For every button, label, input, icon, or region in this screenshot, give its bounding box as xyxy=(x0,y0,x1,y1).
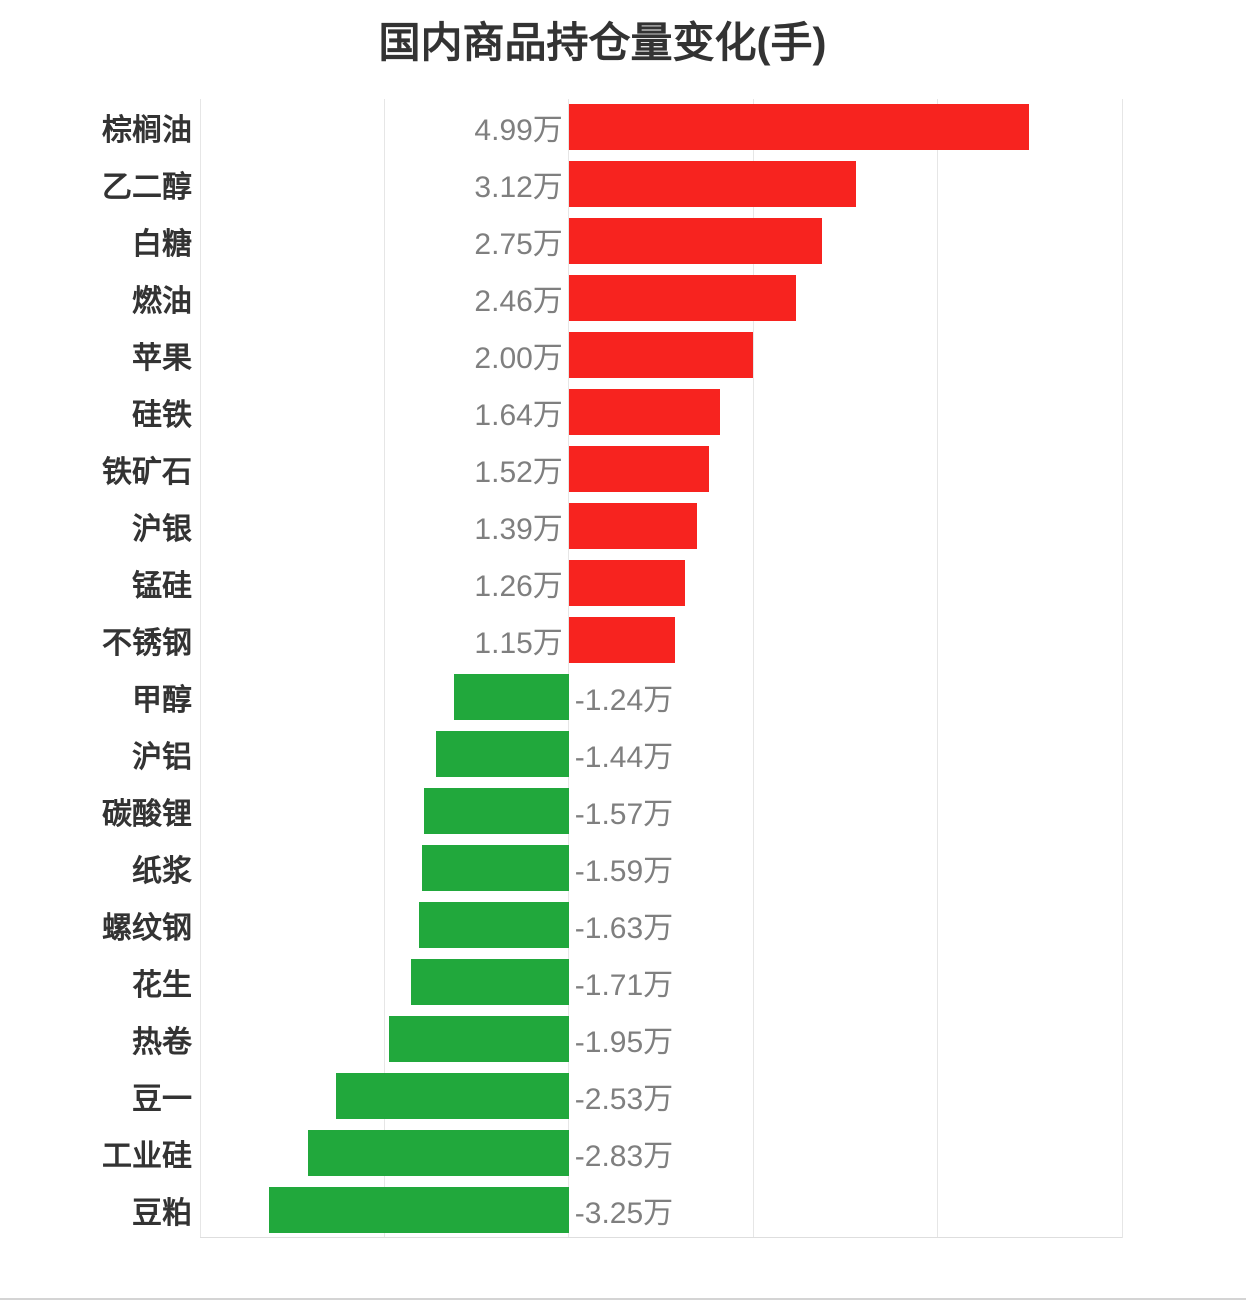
value-label: 2.46万 xyxy=(474,285,563,319)
chart-row: 花生 -1.71万 xyxy=(132,953,1122,1010)
category-label: 沪铝 xyxy=(132,740,192,774)
bar-negative xyxy=(422,844,569,891)
chart-row: 不锈钢 1.15万 xyxy=(102,612,1122,669)
bar-positive xyxy=(568,617,675,664)
category-label: 硅铁 xyxy=(132,399,192,433)
x-axis-line xyxy=(200,1237,1122,1238)
value-label: -2.53万 xyxy=(574,1082,674,1116)
chart-row: 碳酸锂 -1.57万 xyxy=(102,782,1122,839)
chart-title: 国内商品持仓量变化(手) xyxy=(378,19,827,66)
value-label: -1.44万 xyxy=(574,740,674,774)
bar-negative xyxy=(389,1015,569,1062)
bar-negative xyxy=(454,673,569,720)
value-label: -1.95万 xyxy=(574,1025,674,1059)
x-gridline xyxy=(752,99,754,1238)
value-label: 1.64万 xyxy=(474,399,563,433)
chart-row: 锰硅 1.26万 xyxy=(132,555,1122,612)
chart-row: 硅铁 1.64万 xyxy=(132,384,1122,441)
bottom-divider xyxy=(0,1298,1246,1300)
category-label: 不锈钢 xyxy=(102,627,192,661)
x-gridline xyxy=(383,99,385,1238)
chart-row: 铁矿石 1.52万 xyxy=(102,441,1122,498)
chart-row: 纸浆 -1.59万 xyxy=(132,839,1122,896)
value-label: -1.71万 xyxy=(574,968,674,1002)
value-label: -2.83万 xyxy=(574,1139,674,1173)
chart-row: 苹果 2.00万 xyxy=(132,327,1122,384)
x-gridline xyxy=(1121,99,1123,1238)
chart-row: 沪铝 -1.44万 xyxy=(132,725,1122,782)
x-gridline xyxy=(199,99,201,1238)
value-label: 2.00万 xyxy=(474,342,563,376)
value-label: -1.59万 xyxy=(574,854,674,888)
x-gridline xyxy=(937,99,939,1238)
chart-row: 豆粕 -3.25万 xyxy=(132,1181,1122,1238)
bar-negative xyxy=(418,901,569,948)
bar-negative xyxy=(424,787,569,834)
category-label: 碳酸锂 xyxy=(102,797,192,831)
chart-row: 白糖 2.75万 xyxy=(132,213,1122,270)
value-label: 1.52万 xyxy=(474,456,563,490)
category-label: 纸浆 xyxy=(132,854,192,888)
chart-row: 甲醇 -1.24万 xyxy=(132,669,1122,726)
category-label: 沪银 xyxy=(132,513,192,547)
category-label: 铁矿石 xyxy=(102,456,192,490)
value-label: -1.24万 xyxy=(574,683,674,717)
value-label: 2.75万 xyxy=(474,228,563,262)
bar-negative xyxy=(335,1072,569,1119)
x-gridline xyxy=(568,99,570,1238)
value-label: -3.25万 xyxy=(574,1196,674,1230)
bar-negative xyxy=(411,958,569,1005)
chart-row: 螺纹钢 -1.63万 xyxy=(102,896,1122,953)
category-label: 热卷 xyxy=(132,1025,192,1059)
category-label: 白糖 xyxy=(132,228,192,262)
chart-row: 豆一 -2.53万 xyxy=(132,1067,1122,1124)
plot-area: 棕榈油 4.99万乙二醇 3.12万白糖 2.75万燃油 2.46万苹果 2.00万硅铁 1… xyxy=(102,99,1123,1238)
value-label: 1.26万 xyxy=(474,570,563,604)
category-label: 乙二醇 xyxy=(102,171,192,205)
bar-positive xyxy=(568,503,697,550)
value-label: -1.57万 xyxy=(574,797,674,831)
value-label: 3.12万 xyxy=(474,171,563,205)
bar-positive xyxy=(568,389,720,436)
bar-positive xyxy=(568,218,823,265)
category-label: 豆粕 xyxy=(132,1196,192,1230)
category-label: 锰硅 xyxy=(132,570,192,604)
bar-positive xyxy=(568,332,754,379)
chart-row: 工业硅 -2.83万 xyxy=(102,1124,1122,1181)
category-label: 花生 xyxy=(132,968,192,1002)
bar-positive xyxy=(568,161,857,208)
chart-row: 燃油 2.46万 xyxy=(132,270,1122,327)
category-label: 苹果 xyxy=(132,342,192,376)
bar-negative xyxy=(307,1129,569,1176)
bar-positive xyxy=(568,560,685,607)
bar-positive xyxy=(568,446,709,493)
bar-positive xyxy=(568,104,1029,151)
category-label: 工业硅 xyxy=(102,1139,192,1173)
bar-negative xyxy=(436,730,569,777)
category-label: 棕榈油 xyxy=(102,114,192,148)
value-label: -1.63万 xyxy=(574,911,674,945)
bar-negative xyxy=(269,1186,569,1233)
value-label: 1.39万 xyxy=(474,513,563,547)
value-label: 4.99万 xyxy=(474,114,563,148)
chart-row: 热卷 -1.95万 xyxy=(132,1010,1122,1067)
chart-row: 棕榈油 4.99万 xyxy=(102,99,1122,156)
value-label: 1.15万 xyxy=(474,627,563,661)
chart-row: 沪银 1.39万 xyxy=(132,498,1122,555)
chart-row: 乙二醇 3.12万 xyxy=(102,156,1122,213)
bar-positive xyxy=(568,275,796,322)
category-label: 螺纹钢 xyxy=(102,911,192,945)
category-label: 燃油 xyxy=(132,285,192,319)
category-label: 甲醇 xyxy=(132,683,192,717)
category-label: 豆一 xyxy=(132,1082,192,1116)
